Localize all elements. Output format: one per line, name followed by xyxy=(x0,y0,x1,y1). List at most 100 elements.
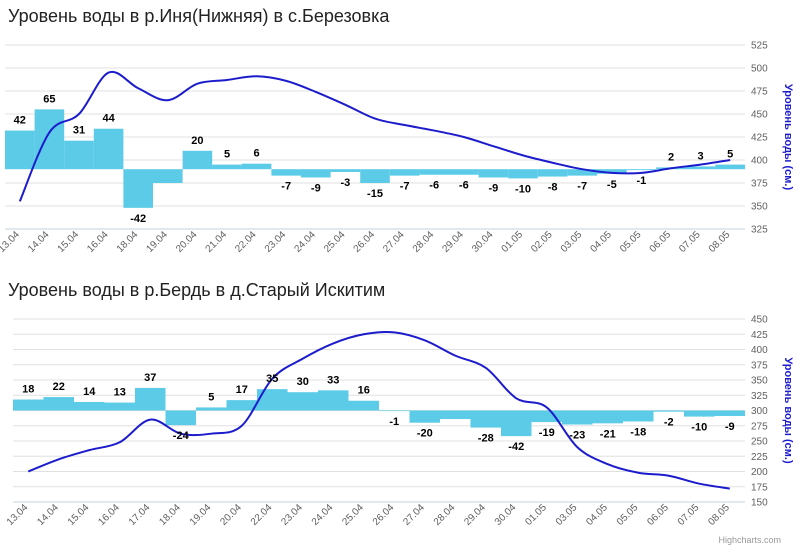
data-label: -24 xyxy=(173,430,190,442)
x-tick-label: 05.05 xyxy=(615,502,641,528)
bar xyxy=(419,169,449,175)
y-tick-label: 450 xyxy=(751,315,768,326)
y-tick-label: 425 xyxy=(751,330,768,341)
data-label: -19 xyxy=(539,427,555,439)
water-level-line xyxy=(18,70,731,202)
bar xyxy=(13,399,44,411)
x-tick-label: 16.04 xyxy=(85,229,111,255)
y-tick-label: 175 xyxy=(751,482,768,493)
data-label: -9 xyxy=(311,182,321,194)
bar xyxy=(508,169,538,179)
data-label: 14 xyxy=(83,386,96,398)
data-label: 5 xyxy=(727,149,733,161)
x-tick-label: 28.04 xyxy=(432,502,458,528)
x-tick-label: 04.05 xyxy=(588,229,614,255)
data-label: 35 xyxy=(266,373,278,385)
bar xyxy=(330,169,361,172)
data-label: -3 xyxy=(341,177,351,189)
chart-plot[interactable]: 32535037540042545047550052542653144-4220… xyxy=(0,0,793,273)
x-tick-label: 14.04 xyxy=(35,502,61,528)
bar xyxy=(287,392,318,411)
data-label: -28 xyxy=(478,433,494,445)
data-label: 6 xyxy=(254,148,260,160)
bar xyxy=(64,140,94,170)
data-label: -7 xyxy=(577,181,587,193)
data-label: 16 xyxy=(358,385,370,397)
bar xyxy=(301,169,331,178)
bar xyxy=(348,400,379,411)
x-tick-label: 13.04 xyxy=(0,229,22,255)
bar xyxy=(470,410,501,428)
data-label: -1 xyxy=(637,175,647,187)
data-label: 31 xyxy=(73,125,85,137)
bar xyxy=(531,410,562,423)
x-tick-label: 25.04 xyxy=(340,502,366,528)
y-tick-label: 350 xyxy=(751,376,768,387)
bar xyxy=(592,410,623,424)
x-tick-label: 24.04 xyxy=(292,229,318,255)
chart-panel-berd: Уровень воды в р.Бердь в д.Старый Искити… xyxy=(0,273,793,546)
bar xyxy=(685,166,716,170)
data-label: -6 xyxy=(459,180,469,192)
data-label: -21 xyxy=(600,428,616,440)
x-tick-label: 02.05 xyxy=(529,229,555,255)
bar xyxy=(449,169,479,175)
data-label: -10 xyxy=(515,183,531,195)
y-tick-label: 350 xyxy=(751,202,768,213)
bar xyxy=(5,130,35,170)
x-tick-label: 01.05 xyxy=(523,502,549,528)
bar xyxy=(93,128,124,170)
bar xyxy=(626,169,657,171)
bar xyxy=(165,410,196,426)
x-tick-label: 20.04 xyxy=(174,229,200,255)
bar xyxy=(34,109,65,170)
bar xyxy=(74,401,105,411)
data-label: 18 xyxy=(22,384,34,396)
x-tick-label: 06.05 xyxy=(645,502,671,528)
y-tick-label: 325 xyxy=(751,225,768,236)
data-label: 33 xyxy=(327,374,339,386)
data-label: 2 xyxy=(668,151,674,163)
data-label: 30 xyxy=(297,376,309,388)
x-tick-label: 20.04 xyxy=(218,502,244,528)
data-label: 65 xyxy=(43,93,55,105)
bar xyxy=(715,164,745,170)
x-tick-label: 18.04 xyxy=(115,229,141,255)
x-tick-label: 16.04 xyxy=(96,502,122,528)
bar xyxy=(241,163,272,170)
data-label: 42 xyxy=(14,115,26,127)
bar xyxy=(501,410,532,437)
bar xyxy=(135,387,166,411)
chart-title: Уровень воды в р.Иня(Нижняя) в с.Березов… xyxy=(8,6,390,26)
data-label: -5 xyxy=(607,179,617,191)
x-tick-label: 22.04 xyxy=(249,502,275,528)
credits-link[interactable]: Highcharts.com xyxy=(718,535,781,545)
data-label: -20 xyxy=(417,428,433,440)
x-tick-label: 15.04 xyxy=(66,502,92,528)
chart-plot[interactable]: 1501752002252502753003253503754004254501… xyxy=(0,273,793,546)
bar xyxy=(537,169,568,177)
data-label: 37 xyxy=(144,372,156,384)
x-tick-label: 29.04 xyxy=(440,229,466,255)
y-tick-label: 425 xyxy=(751,133,768,144)
x-tick-label: 21.04 xyxy=(204,229,230,255)
x-tick-label: 19.04 xyxy=(188,502,214,528)
y-tick-label: 400 xyxy=(751,156,768,167)
data-label: -15 xyxy=(367,188,383,200)
x-tick-label: 14.04 xyxy=(26,229,52,255)
bar xyxy=(567,169,597,176)
data-label: 22 xyxy=(53,381,65,393)
x-tick-label: 23.04 xyxy=(263,229,289,255)
bar xyxy=(409,410,440,423)
data-label: -42 xyxy=(508,441,524,453)
data-label: 3 xyxy=(698,150,704,162)
bar xyxy=(196,407,227,411)
x-tick-label: 24.04 xyxy=(310,502,336,528)
y-tick-label: 275 xyxy=(751,421,768,432)
bar xyxy=(153,169,183,183)
x-tick-label: 15.04 xyxy=(56,229,82,255)
x-tick-label: 01.05 xyxy=(500,229,526,255)
x-tick-label: 23.04 xyxy=(279,502,305,528)
x-tick-label: 28.04 xyxy=(411,229,437,255)
x-tick-label: 07.05 xyxy=(676,502,702,528)
